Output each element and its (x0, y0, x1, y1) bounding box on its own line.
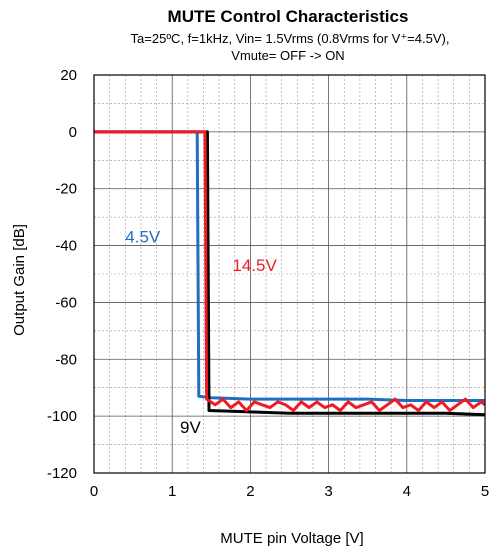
tick-labels: 0 1 2 3 4 5 20 0 -20 -40 -60 -80 -100 -120 (47, 67, 489, 500)
y-tick-label: 20 (60, 67, 77, 84)
y-tick-label: -20 (55, 181, 77, 198)
y-tick-label: -120 (47, 465, 77, 482)
x-tick-label: 2 (246, 483, 254, 500)
y-tick-label: -80 (55, 351, 77, 368)
x-tick-label: 3 (324, 483, 332, 500)
y-tick-label: 0 (69, 124, 77, 141)
chart-subtitle-line2: Vmute= OFF -> ON (231, 48, 344, 63)
series-labels: 4.5V 14.5V 9V (125, 228, 277, 437)
x-tick-label: 5 (481, 483, 489, 500)
series-label-14-5v: 14.5V (232, 256, 277, 275)
gridlines (94, 75, 485, 473)
series-label-9v: 9V (180, 418, 201, 437)
y-tick-label: -40 (55, 238, 77, 255)
y-tick-label: -100 (47, 408, 77, 425)
x-axis-label: MUTE pin Voltage [V] (220, 530, 363, 547)
chart-subtitle-line1: Ta=25ºC, f=1kHz, Vin= 1.5Vrms (0.8Vrms f… (131, 31, 450, 46)
x-tick-label: 1 (168, 483, 176, 500)
chart-title: MUTE Control Characteristics (168, 7, 409, 26)
series-line-9v (94, 130, 486, 417)
x-tick-label: 4 (403, 483, 411, 500)
series-lines (94, 130, 486, 417)
series-line-4-5v (94, 130, 485, 402)
x-tick-label: 0 (90, 483, 98, 500)
y-tick-label: -60 (55, 294, 77, 311)
y-axis-label: Output Gain [dB] (11, 224, 28, 336)
series-label-4-5v: 4.5V (125, 228, 161, 247)
series-line-14-5v (94, 130, 486, 412)
plot-frame (93, 74, 486, 474)
